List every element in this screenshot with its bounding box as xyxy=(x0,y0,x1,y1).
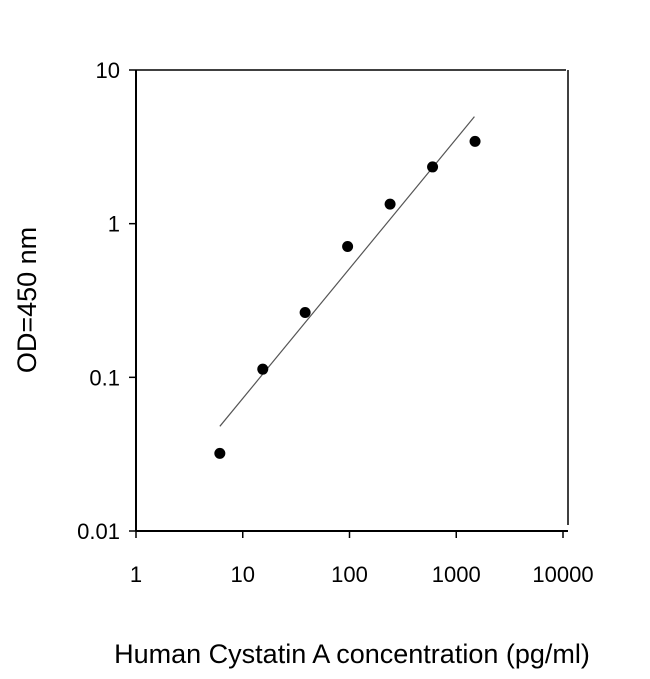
y-ticks: 0.01 0.1 1 10 xyxy=(77,58,136,544)
data-point xyxy=(342,241,354,253)
x-tick-label: 10000 xyxy=(532,562,593,587)
y-tick-label: 10 xyxy=(96,58,120,83)
data-point xyxy=(427,161,439,173)
plot-frame xyxy=(135,69,569,532)
x-ticks: 1 10 100 1000 10000 xyxy=(130,531,594,587)
y-tick-label: 0.01 xyxy=(77,519,120,544)
y-axis-label: OD=450 nm xyxy=(12,227,42,373)
data-point xyxy=(214,447,226,459)
x-axis-label: Human Cystatin A concentration (pg/ml) xyxy=(114,639,590,669)
data-point xyxy=(257,363,269,375)
x-tick-label: 1000 xyxy=(432,562,481,587)
data-point xyxy=(469,135,481,147)
y-tick-label: 1 xyxy=(108,212,120,237)
x-tick-label: 100 xyxy=(331,562,368,587)
x-tick-label: 10 xyxy=(231,562,255,587)
data-points xyxy=(214,135,481,459)
y-tick-label: 0.1 xyxy=(89,365,120,390)
data-point xyxy=(384,198,396,210)
x-tick-label: 1 xyxy=(130,562,142,587)
data-point xyxy=(299,307,311,319)
